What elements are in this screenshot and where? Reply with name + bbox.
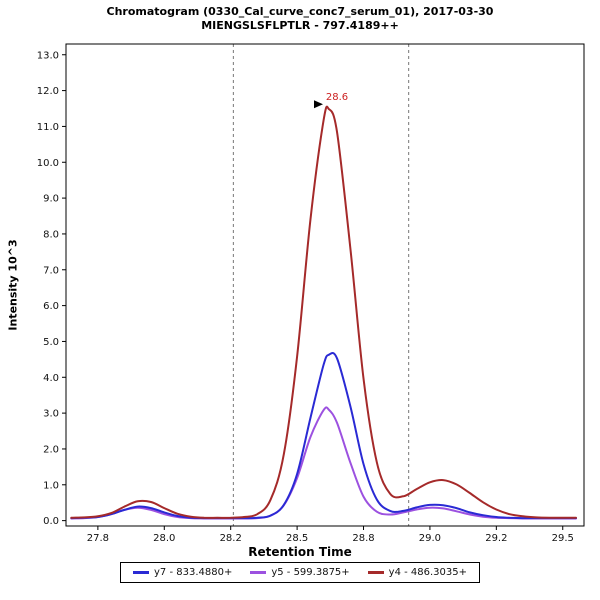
legend-marker-y7: [132, 571, 149, 574]
legend-label-y4: y4 - 486.3035+: [388, 567, 468, 578]
y-tick-label: 11.0: [37, 122, 59, 133]
peak-pointer-icon: [313, 100, 323, 109]
x-axis-label: Retention Time: [248, 545, 352, 559]
series-line-y5: [70, 406, 577, 520]
plot-border: [65, 43, 585, 527]
x-tick-label: 29.5: [552, 533, 574, 544]
legend-item-y7: y7 - 833.4880+: [132, 567, 233, 578]
legend: y7 - 833.4880+ y5 - 599.3875+ y4 - 486.303…: [0, 562, 600, 583]
series-line-y7: [70, 351, 577, 520]
y-tick-label: 7.0: [43, 265, 59, 276]
chromatogram-plot[interactable]: 27.8 28.0 28.2 28.5 28.8 29.0 29.2 29.5 0.0 1.0 2.…: [28, 34, 594, 546]
x-tick-label: 29.2: [485, 533, 507, 544]
x-tick-label: 28.2: [220, 533, 242, 544]
y-tick-label: 8.0: [43, 229, 59, 240]
y-tick-label: 12.0: [37, 86, 59, 97]
x-tick-label: 28.5: [286, 533, 308, 544]
legend-label-y5: y5 - 599.3875+: [271, 567, 350, 578]
legend-box: y7 - 833.4880+ y5 - 599.3875+ y4 - 486.303…: [119, 562, 481, 583]
series-line-y4: [70, 105, 577, 519]
x-tick-label: 28.8: [352, 533, 374, 544]
legend-label-y7: y7 - 833.4880+: [153, 567, 233, 578]
y-tick-label: 4.0: [43, 373, 59, 384]
y-tick-label: 2.0: [43, 444, 59, 455]
peak-rt-annotation[interactable]: 28.6: [326, 92, 348, 103]
y-tick-label: 3.0: [43, 409, 59, 420]
y-axis-label: Intensity 10^3: [6, 239, 20, 331]
x-tick-label: 29.0: [419, 533, 441, 544]
legend-item-y4: y4 - 486.3035+: [367, 567, 468, 578]
y-tick-label: 0.0: [43, 516, 59, 527]
y-tick-label: 13.0: [37, 50, 59, 61]
legend-marker-y5: [250, 571, 267, 574]
chart-subtitle: MIENGSLSFLPTLR - 797.4189++: [201, 19, 399, 32]
x-tick-label: 27.8: [87, 533, 109, 544]
chart-title: Chromatogram (0330_Cal_curve_conc7_serum…: [106, 5, 494, 18]
y-tick-label: 1.0: [43, 480, 59, 491]
y-tick-label: 9.0: [43, 194, 59, 205]
x-tick-label: 28.0: [153, 533, 175, 544]
y-tick-label: 5.0: [43, 337, 59, 348]
y-tick-label: 6.0: [43, 301, 59, 312]
y-tick-label: 10.0: [37, 158, 59, 169]
legend-item-y5: y5 - 599.3875+: [250, 567, 350, 578]
legend-marker-y4: [367, 571, 384, 574]
